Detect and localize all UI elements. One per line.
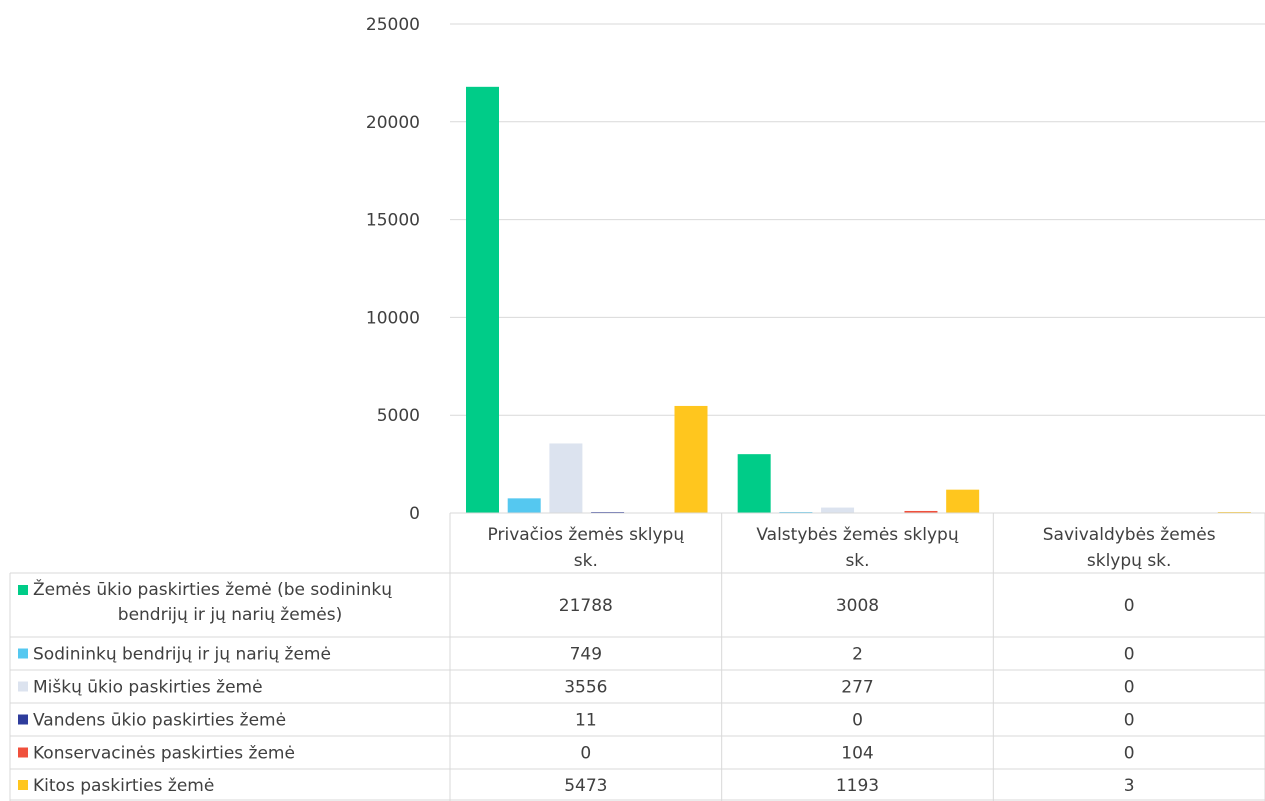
- table-cell-value: 277: [841, 678, 873, 698]
- series-label: Miškų ūkio paskirties žemė: [33, 678, 263, 698]
- table-cell-value: 3: [1124, 776, 1135, 796]
- category-label: sk.: [845, 551, 869, 571]
- bar: [946, 489, 980, 513]
- y-tick-label: 15000: [366, 211, 420, 231]
- y-axis-ticks: 0 5000 10000 15000 20000 25000: [366, 15, 420, 524]
- series-label: Konservacinės paskirties žemė: [33, 744, 295, 764]
- table-cell-value: 0: [1124, 678, 1135, 698]
- table-cell-value: 749: [570, 645, 602, 665]
- series-label: bendrijų ir jų narių žemės): [118, 605, 342, 625]
- legend-key: [18, 780, 28, 790]
- gridlines: [450, 23, 1265, 514]
- bar: [904, 510, 938, 513]
- table-cell-value: 3008: [836, 596, 879, 616]
- bars: [466, 86, 1251, 513]
- table-cell-value: 0: [580, 744, 591, 764]
- series-label: Kitos paskirties žemė: [33, 776, 214, 796]
- table-cell-value: 11: [575, 711, 597, 731]
- table-cell-value: 5473: [564, 776, 607, 796]
- category-label: Valstybės žemės sklypų: [756, 525, 958, 545]
- bar: [549, 443, 583, 513]
- table-cell-value: 0: [1124, 711, 1135, 731]
- y-tick-label: 25000: [366, 15, 420, 35]
- table-cell-value: 0: [1124, 645, 1135, 665]
- table-cell-value: 0: [852, 711, 863, 731]
- table-cell-value: 1193: [836, 776, 879, 796]
- data-table: Privačios žemės sklypų sk. Valstybės žemės…: [9, 512, 1265, 801]
- bar: [507, 498, 541, 513]
- y-tick-label: 10000: [366, 308, 420, 328]
- table-cell-value: 2: [852, 645, 863, 665]
- legend-key: [18, 648, 28, 659]
- legend-key: [18, 747, 28, 758]
- table-cell-value: 0: [1124, 596, 1135, 616]
- legend-key: [18, 714, 28, 725]
- series-label: Sodininkų bendrijų ir jų narių žemė: [33, 645, 331, 665]
- y-tick-label: 20000: [366, 113, 420, 133]
- category-label: sk.: [574, 551, 598, 571]
- bar: [674, 405, 708, 513]
- category-label: sklypų sk.: [1087, 551, 1172, 571]
- legend-key: [18, 681, 28, 692]
- series-label: Vandens ūkio paskirties žemė: [33, 711, 286, 731]
- table-cell-value: 104: [841, 744, 873, 764]
- table-cell-value: 3556: [564, 678, 607, 698]
- table-cell-value: 21788: [559, 596, 613, 616]
- y-tick-label: 5000: [377, 406, 420, 426]
- bar: [821, 507, 855, 513]
- table-cell-value: 0: [1124, 744, 1135, 764]
- category-label: Savivaldybės žemės: [1043, 525, 1216, 545]
- bar: [737, 454, 771, 513]
- series-label: Žemės ūkio paskirties žemė (be sodininkų: [33, 578, 392, 600]
- category-label: Privačios žemės sklypų: [488, 525, 685, 545]
- y-tick-label: 0: [409, 504, 420, 524]
- bar: [466, 86, 499, 513]
- legend-key: [18, 585, 28, 595]
